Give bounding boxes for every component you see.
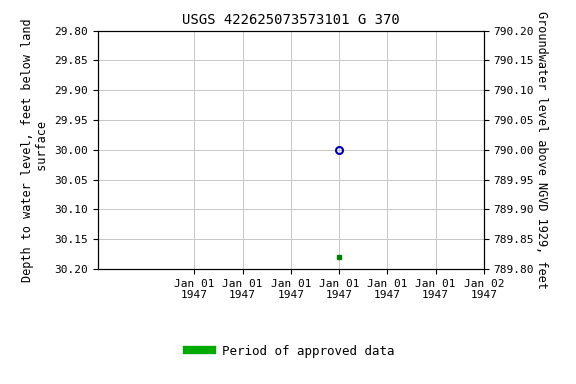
Y-axis label: Depth to water level, feet below land
 surface: Depth to water level, feet below land su…: [21, 18, 49, 281]
Title: USGS 422625073573101 G 370: USGS 422625073573101 G 370: [182, 13, 400, 27]
Legend: Period of approved data: Period of approved data: [182, 339, 400, 362]
Y-axis label: Groundwater level above NGVD 1929, feet: Groundwater level above NGVD 1929, feet: [535, 11, 548, 289]
